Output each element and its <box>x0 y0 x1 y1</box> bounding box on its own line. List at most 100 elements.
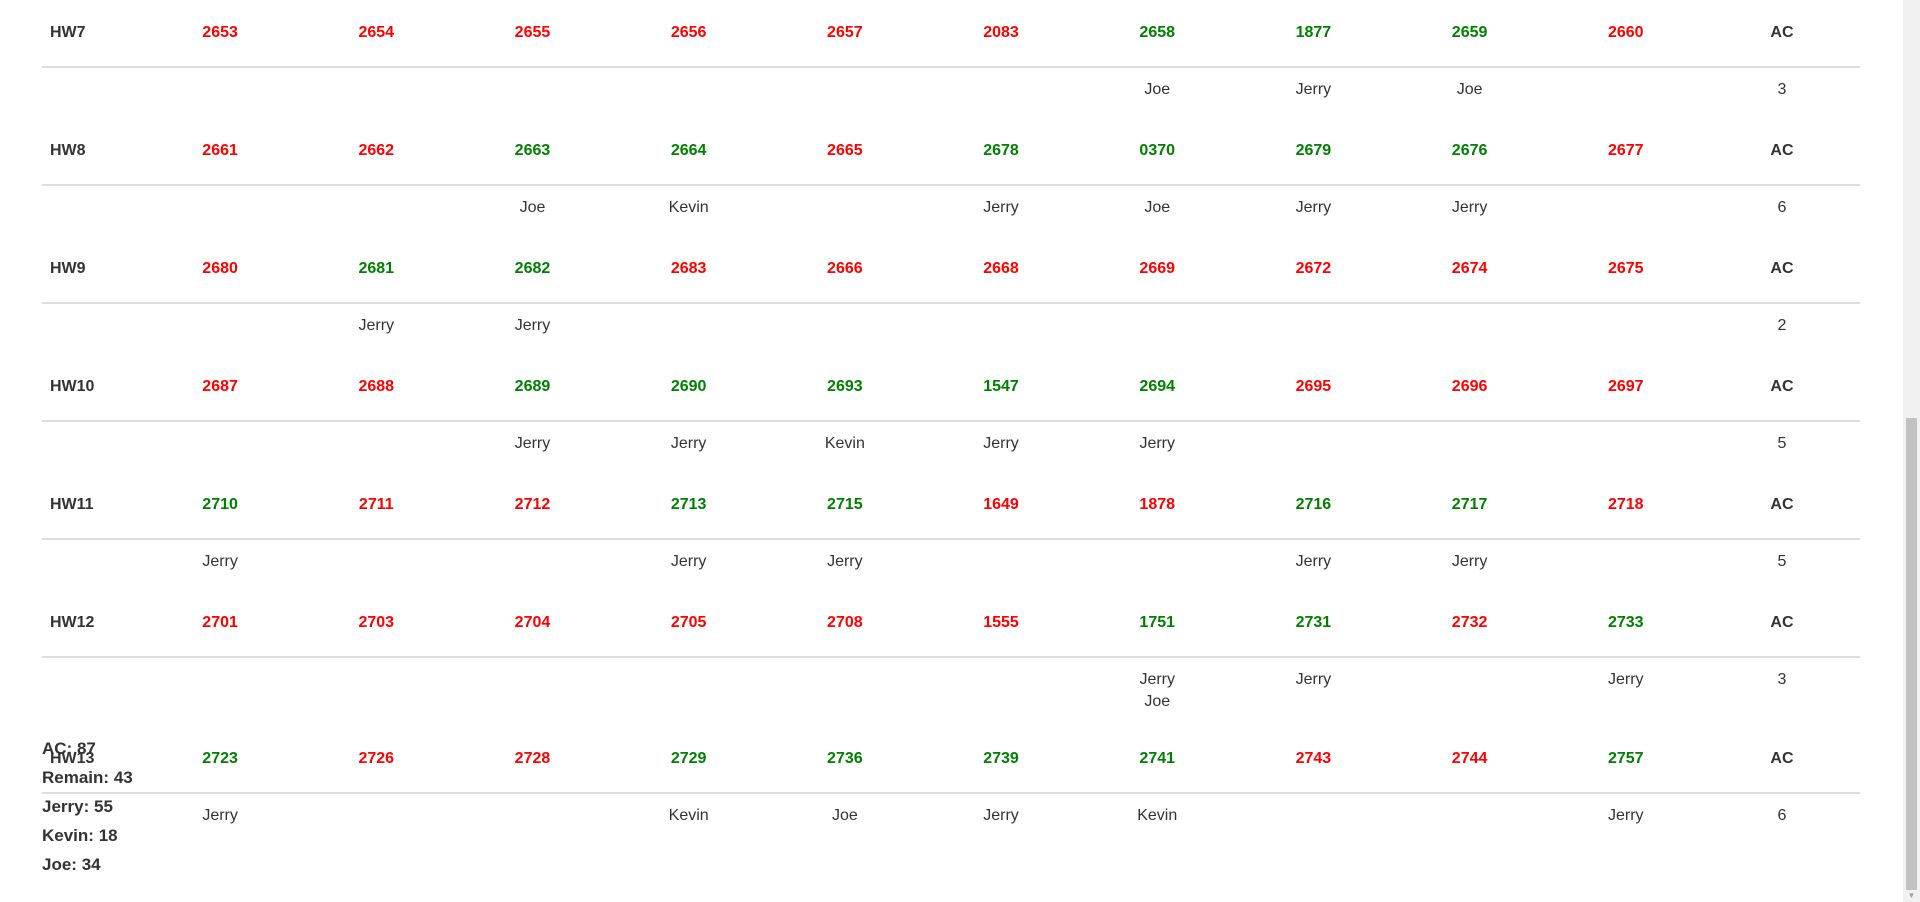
vertical-scrollbar[interactable]: ▼ <box>1903 0 1920 902</box>
problem-id[interactable]: 1751 <box>1139 614 1176 631</box>
solver-cell: Jerry <box>923 197 1079 219</box>
solver-name: Kevin <box>668 199 709 216</box>
problem-id[interactable]: 2663 <box>514 142 551 159</box>
problem-id[interactable]: 2656 <box>670 24 707 41</box>
scrollbar-thumb[interactable] <box>1906 418 1917 890</box>
problem-id[interactable]: 2744 <box>1451 750 1488 767</box>
problem-id[interactable]: 2677 <box>1607 142 1644 159</box>
solver-name: Jerry <box>670 435 707 452</box>
problem-id[interactable]: 2683 <box>670 260 707 277</box>
problem-id[interactable]: 2678 <box>983 142 1019 159</box>
problem-id[interactable]: 2669 <box>1139 260 1176 277</box>
problem-id[interactable]: 2728 <box>514 750 551 767</box>
problem-id[interactable]: 2661 <box>202 142 238 159</box>
problem-id[interactable]: 2676 <box>1451 142 1488 159</box>
problem-id[interactable]: 2666 <box>827 260 863 277</box>
problem-id[interactable]: 2690 <box>670 378 707 395</box>
problem-id[interactable]: 2703 <box>358 614 395 631</box>
problem-id[interactable]: 2708 <box>827 614 863 631</box>
problem-id[interactable]: 2664 <box>670 142 707 159</box>
ac-count: 6 <box>1777 807 1787 824</box>
problem-id[interactable]: 2704 <box>514 614 551 631</box>
problem-id[interactable]: 2741 <box>1139 750 1176 767</box>
solver-name: Joe <box>1144 81 1171 98</box>
problem-id[interactable]: 2694 <box>1139 378 1176 395</box>
problem-id[interactable]: 1649 <box>983 496 1019 513</box>
summary-separator: : <box>66 739 77 758</box>
problem-id[interactable]: 2705 <box>670 614 707 631</box>
problem-id[interactable]: 2726 <box>358 750 395 767</box>
problem-id[interactable]: 2680 <box>202 260 238 277</box>
problem-id[interactable]: 2668 <box>983 260 1019 277</box>
problem-id[interactable]: 2660 <box>1607 24 1644 41</box>
problem-id[interactable]: 2659 <box>1451 24 1488 41</box>
problem-id[interactable]: 2653 <box>202 24 238 41</box>
problem-id[interactable]: 1555 <box>983 614 1019 631</box>
solver-name: Kevin <box>1137 807 1178 824</box>
problem-id[interactable]: 2681 <box>358 260 395 277</box>
problem-id[interactable]: 2655 <box>514 24 551 41</box>
problem-id[interactable]: 2723 <box>202 750 238 767</box>
problem-id[interactable]: 2716 <box>1295 496 1332 513</box>
problem-id[interactable]: 2687 <box>202 378 238 395</box>
solver-name: Jerry <box>1295 199 1332 216</box>
problem-id[interactable]: 2688 <box>358 378 395 395</box>
problem-id[interactable]: 2717 <box>1451 496 1488 513</box>
solver-cell: Jerry <box>1235 669 1391 691</box>
problem-id[interactable]: 2662 <box>358 142 395 159</box>
problem-id[interactable]: 2682 <box>514 260 551 277</box>
summary-value: 34 <box>81 855 101 874</box>
problem-id[interactable]: 2733 <box>1607 614 1644 631</box>
problem-id[interactable]: 2675 <box>1607 260 1644 277</box>
problem-id[interactable]: 2729 <box>670 750 707 767</box>
solver-row: Joe Kevin Jerry Joe Jerry Jerry 6 <box>42 186 1860 236</box>
problem-id[interactable]: 2712 <box>514 496 551 513</box>
problem-id[interactable]: 2731 <box>1295 614 1332 631</box>
solver-row: Jerry Jerry Kevin Jerry Jerry 5 <box>42 422 1860 472</box>
problem-id[interactable]: 2757 <box>1607 750 1644 767</box>
problem-id[interactable]: 2689 <box>514 378 551 395</box>
problem-id[interactable]: 2658 <box>1139 24 1176 41</box>
problem-id[interactable]: 2696 <box>1451 378 1488 395</box>
solver-cell: Joe <box>1079 197 1235 219</box>
solver-cell: Jerry <box>611 433 767 455</box>
ac-count: 5 <box>1777 553 1787 570</box>
ac-count: 2 <box>1777 317 1787 334</box>
problem-id[interactable]: 2739 <box>983 750 1019 767</box>
ac-count: 3 <box>1777 671 1787 688</box>
problem-id[interactable]: 1547 <box>983 378 1019 395</box>
problem-id[interactable]: 1878 <box>1139 496 1176 513</box>
problem-id[interactable]: 2083 <box>983 24 1019 41</box>
problem-id[interactable]: 2654 <box>358 24 395 41</box>
problem-id[interactable]: 2710 <box>202 496 238 513</box>
solver-name: Jerry <box>670 553 707 570</box>
solver-cell: Jerry <box>1548 805 1704 827</box>
problem-id[interactable]: 2701 <box>202 614 238 631</box>
hw-label: HW10 <box>50 378 95 395</box>
problem-id[interactable]: 2711 <box>358 496 394 513</box>
problem-id[interactable]: 2718 <box>1607 496 1644 513</box>
problem-id[interactable]: 2697 <box>1607 378 1644 395</box>
problem-id[interactable]: 2672 <box>1295 260 1332 277</box>
problem-id[interactable]: 1877 <box>1295 24 1332 41</box>
solver-name: Jerry <box>202 553 238 570</box>
hw-label: HW8 <box>50 142 86 159</box>
problem-id[interactable]: 2736 <box>827 750 863 767</box>
problem-id[interactable]: 2665 <box>827 142 863 159</box>
solver-cell: Jerry <box>1235 551 1391 573</box>
problem-id[interactable]: 2674 <box>1451 260 1488 277</box>
solver-cell: Jerry <box>1079 433 1235 455</box>
problem-id[interactable]: 0370 <box>1139 142 1176 159</box>
problem-id[interactable]: 2743 <box>1295 750 1332 767</box>
problem-id[interactable]: 2715 <box>827 496 863 513</box>
problem-id[interactable]: 2679 <box>1295 142 1332 159</box>
problem-id[interactable]: 2693 <box>827 378 863 395</box>
solver-row: Jerry Kevin Joe Jerry Kevin Jerry 6 <box>42 794 1860 844</box>
problem-id[interactable]: 2732 <box>1451 614 1488 631</box>
problem-id[interactable]: 2657 <box>827 24 863 41</box>
problem-id[interactable]: 2695 <box>1295 378 1332 395</box>
scroll-down-arrow-icon[interactable]: ▼ <box>1907 891 1916 900</box>
problem-id[interactable]: 2713 <box>670 496 707 513</box>
hw-row: HW11 2710 2711 2712 2713 2715 1649 1878 2716 2717… <box>42 472 1860 540</box>
hw-label: HW7 <box>50 24 86 41</box>
